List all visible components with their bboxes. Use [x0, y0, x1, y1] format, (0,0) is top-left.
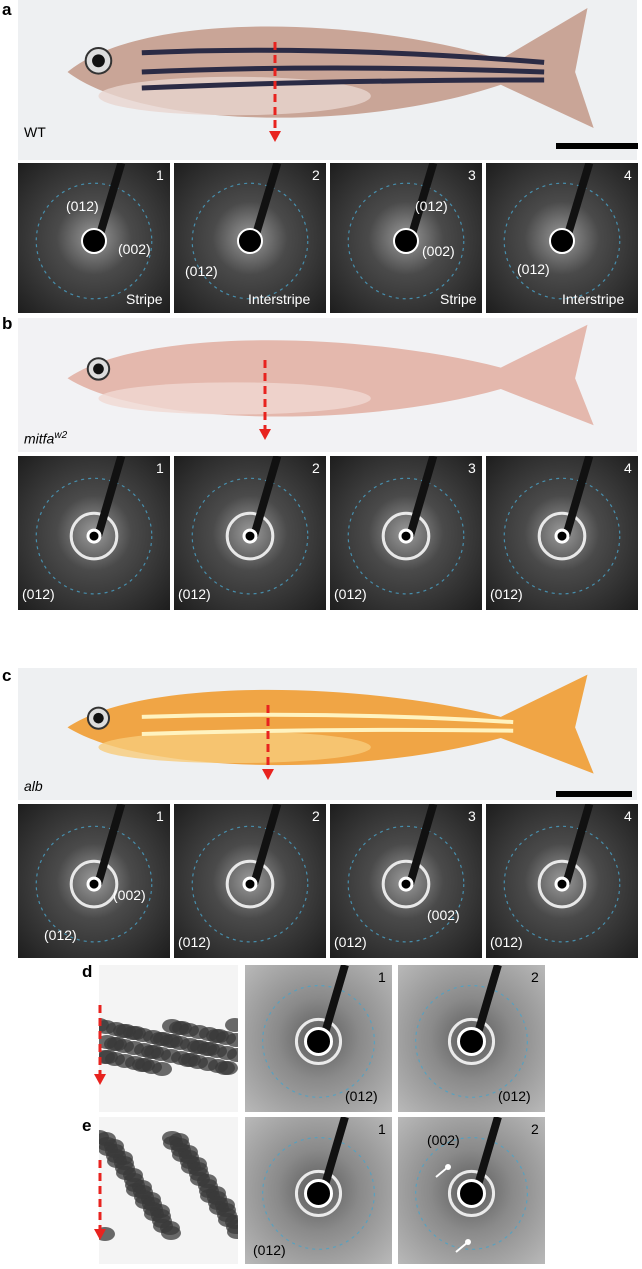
- reflection-label: (012): [253, 1242, 286, 1258]
- red-arrow: [269, 42, 281, 142]
- photo: [99, 1117, 238, 1264]
- reflection-label: (012): [178, 586, 211, 602]
- tile-number: 4: [624, 460, 632, 476]
- scale-bar: [556, 143, 638, 149]
- red-arrow: [94, 1160, 106, 1240]
- tile-number: 1: [378, 1121, 386, 1137]
- panel-letter: c: [2, 666, 12, 685]
- tile-number: 1: [156, 460, 164, 476]
- panel-letter: a: [2, 0, 12, 19]
- diffraction-pattern: [398, 965, 545, 1112]
- diffraction-pattern: [18, 163, 170, 313]
- panel-letter: b: [2, 314, 13, 333]
- tile-number: 1: [156, 808, 164, 824]
- panel-letter: d: [82, 962, 93, 981]
- reflection-label: (012): [345, 1088, 378, 1104]
- tile-number: 2: [312, 167, 320, 183]
- tile-number: 4: [624, 167, 632, 183]
- photo-label-sup: w2: [54, 430, 68, 441]
- diffraction-pattern: [245, 965, 392, 1112]
- diffraction-pattern: [330, 163, 482, 313]
- tile-number: 2: [312, 808, 320, 824]
- red-arrow: [262, 705, 274, 780]
- reflection-label: (012): [490, 934, 523, 950]
- reflection-label: Interstripe: [248, 291, 311, 307]
- reflection-label: (012): [334, 934, 367, 950]
- diffraction-pattern: [174, 804, 326, 958]
- reflection-label: (012): [334, 586, 367, 602]
- tile-number: 2: [312, 460, 320, 476]
- diffraction-pattern: [330, 456, 482, 610]
- tile-number: 3: [468, 808, 476, 824]
- diffraction-pattern: [486, 163, 638, 313]
- reflection-label: (002): [118, 241, 151, 257]
- reflection-label: (012): [66, 198, 99, 214]
- red-arrow: [259, 360, 271, 440]
- reflection-label: (002): [427, 1132, 460, 1148]
- tile-number: 2: [531, 1121, 539, 1137]
- photo-label: alb: [24, 778, 43, 794]
- reflection-label: (012): [185, 263, 218, 279]
- reflection-label: (012): [490, 586, 523, 602]
- diffraction-pattern: [245, 1117, 392, 1264]
- photo: [99, 965, 238, 1112]
- photo-label: WT: [24, 124, 46, 140]
- photo-label: mitfaw2: [24, 430, 68, 447]
- diffraction-pattern: [174, 456, 326, 610]
- tile-number: 3: [468, 460, 476, 476]
- red-arrow: [94, 1005, 106, 1085]
- reflection-label: (012): [178, 934, 211, 950]
- reflection-label: Stripe: [126, 291, 163, 307]
- reflection-label: Interstripe: [562, 291, 625, 307]
- diffraction-pattern: [398, 1117, 545, 1264]
- photo: [18, 318, 637, 452]
- reflection-label: (002): [113, 887, 146, 903]
- tile-number: 1: [378, 969, 386, 985]
- reflection-label: (012): [415, 198, 448, 214]
- tile-number: 2: [531, 969, 539, 985]
- tile-number: 1: [156, 167, 164, 183]
- reflection-label: (012): [44, 927, 77, 943]
- diffraction-pattern: [18, 804, 170, 958]
- tile-number: 4: [624, 808, 632, 824]
- tile-number: 3: [468, 167, 476, 183]
- reflection-label: Stripe: [440, 291, 477, 307]
- scale-bar: [556, 791, 632, 797]
- reflection-label: (012): [22, 586, 55, 602]
- diffraction-pattern: [330, 804, 482, 958]
- diffraction-pattern: [486, 456, 638, 610]
- photo: [18, 668, 637, 800]
- reflection-label: (012): [517, 261, 550, 277]
- panel-letter: e: [82, 1116, 92, 1135]
- diffraction-pattern: [486, 804, 638, 958]
- diffraction-pattern: [18, 456, 170, 610]
- reflection-label: (012): [498, 1088, 531, 1104]
- diffraction-pattern: [174, 163, 326, 313]
- reflection-label: (002): [422, 243, 455, 259]
- photo: [18, 0, 637, 160]
- reflection-label: (002): [427, 907, 460, 923]
